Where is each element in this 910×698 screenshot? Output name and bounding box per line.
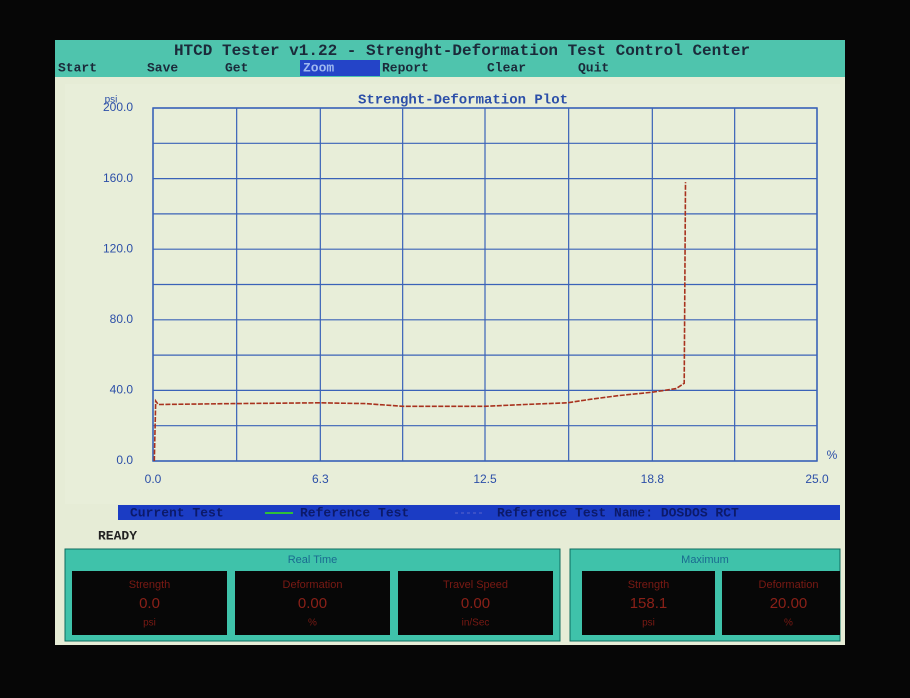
menu-item[interactable]: Quit — [578, 60, 609, 75]
panel-title: Maximum — [681, 554, 729, 566]
readout-value: 0.0 — [139, 595, 160, 612]
readout-value: 20.00 — [770, 595, 808, 612]
panel-title: Real Time — [288, 554, 338, 566]
readout-value: 0.00 — [298, 595, 327, 612]
panels: Real Time Strength 0.0 psi Deformation 0.00% T… — [65, 549, 840, 641]
y-tick-label: 160.0 — [103, 171, 133, 185]
x-tick-label: 6.3 — [312, 472, 329, 486]
y-tick-label: 80.0 — [110, 312, 134, 326]
menu-item[interactable]: Start — [58, 60, 97, 75]
menu-item[interactable]: Report — [382, 60, 429, 75]
legend-label: Reference Test — [300, 505, 409, 520]
readout-label: Deformation — [283, 579, 343, 591]
menu-item[interactable]: Zoom — [303, 60, 334, 75]
readout-value: 0.00 — [461, 595, 490, 612]
window-title: HTCD Tester v1.22 - Strenght-Deformation… — [174, 42, 750, 60]
x-axis-label: % — [827, 448, 838, 462]
y-tick-label: 120.0 — [103, 241, 133, 255]
readout-unit: psi — [143, 618, 156, 629]
readout-label: Strength — [628, 579, 670, 591]
readout-label: Deformation — [759, 579, 819, 591]
x-tick-label: 0.0 — [145, 472, 162, 486]
readout-label: Strength — [129, 579, 171, 591]
readout-unit: % — [784, 618, 793, 629]
status: READY — [98, 528, 137, 543]
y-tick-label: 40.0 — [110, 383, 134, 397]
x-tick-label: 12.5 — [473, 472, 497, 486]
readout-value: 158.1 — [630, 595, 668, 612]
menu-item[interactable]: Get — [225, 60, 248, 75]
readout-unit: % — [308, 618, 317, 629]
legend-label: Current Test — [130, 505, 224, 520]
menu-item[interactable]: Save — [147, 60, 178, 75]
plot-panel — [65, 84, 840, 504]
x-tick-label: 25.0 — [805, 472, 829, 486]
readout-unit: psi — [642, 618, 655, 629]
screen-photo: HTCD Tester v1.22 - Strenght-Deformation… — [0, 0, 910, 698]
chart-title: Strenght-Deformation Plot — [358, 93, 568, 109]
y-tick-label: 200.0 — [103, 100, 133, 114]
readout-unit: in/Sec — [462, 618, 490, 629]
menu-item[interactable]: Clear — [487, 60, 526, 75]
y-tick-label: 0.0 — [116, 453, 133, 467]
reference-name: Reference Test Name: DOSDOS RCT — [497, 505, 739, 520]
x-tick-label: 18.8 — [641, 472, 665, 486]
readout-label: Travel Speed — [443, 579, 508, 591]
